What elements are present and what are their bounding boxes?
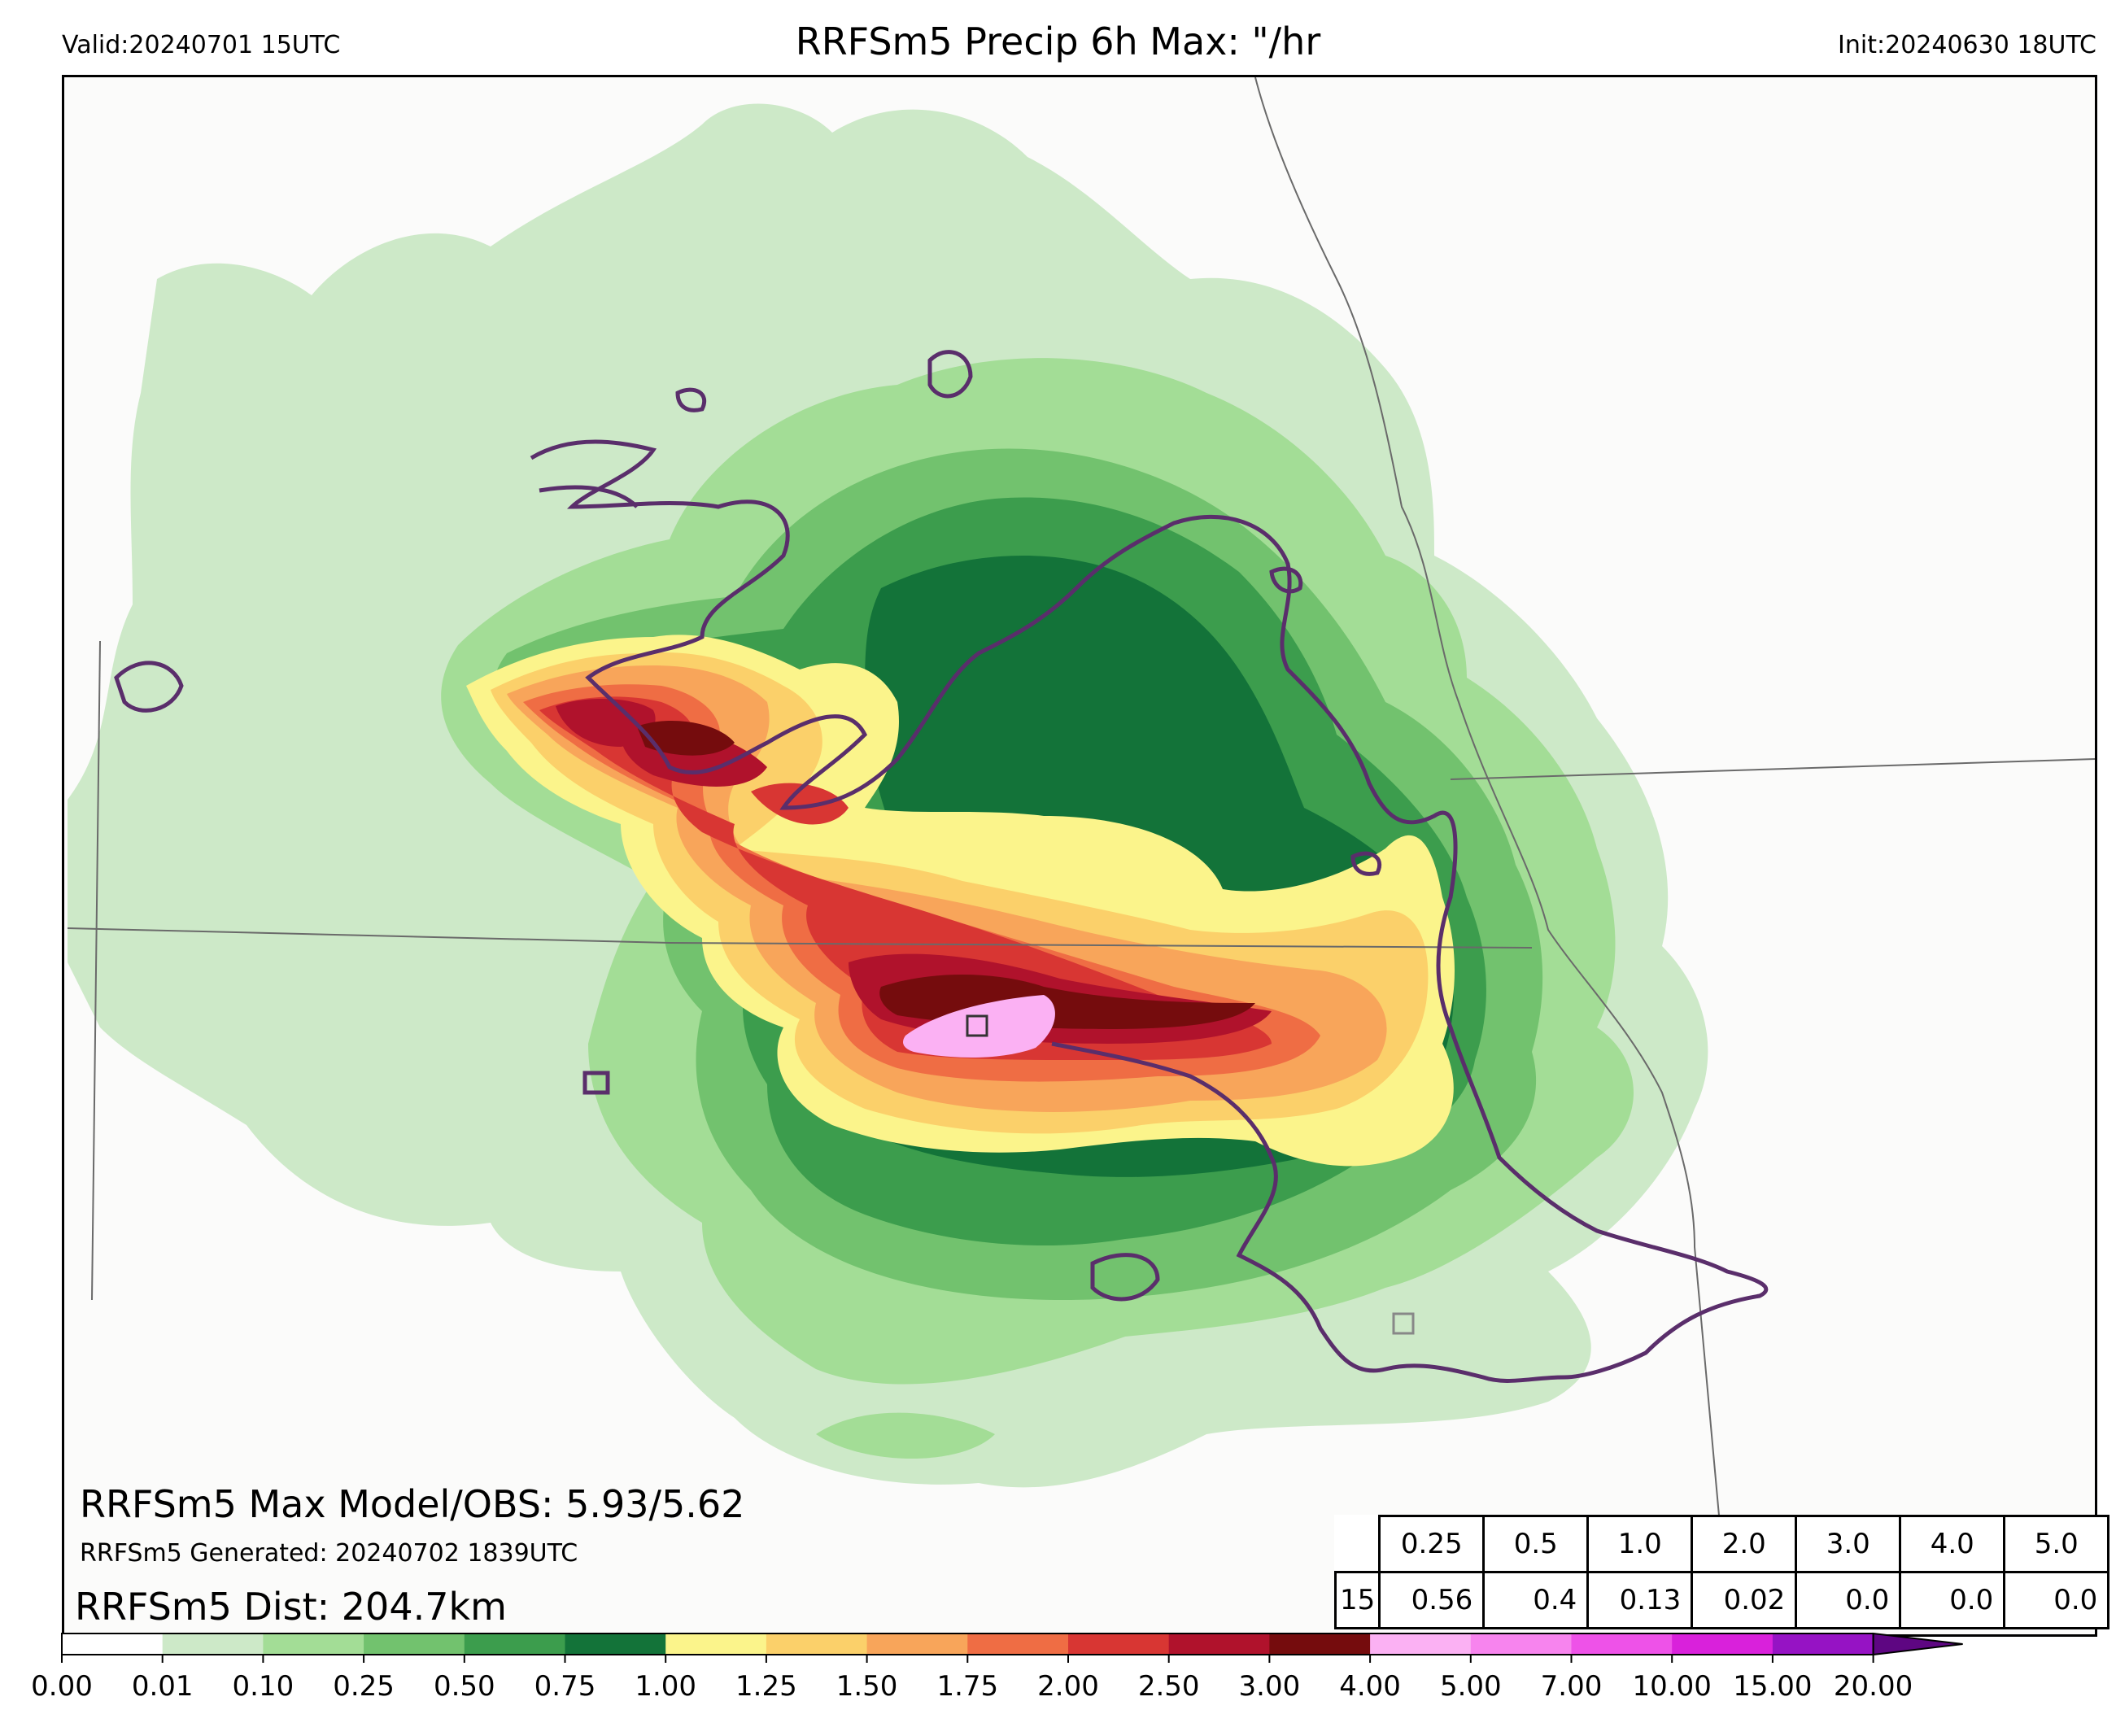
colorbar-tick-label: 0.50 bbox=[434, 1670, 495, 1703]
colorbar-tick-label: 4.00 bbox=[1339, 1670, 1401, 1703]
colorbar-tick-label: 1.25 bbox=[735, 1670, 797, 1703]
colorbar-segment bbox=[1672, 1633, 1774, 1655]
threshold-cell: 4.0 bbox=[1899, 1515, 2006, 1573]
precip-band-pink bbox=[903, 995, 1055, 1058]
distance-label: RRFSm5 Dist: 204.7km bbox=[75, 1585, 507, 1629]
value-cell: 0.13 bbox=[1586, 1571, 1694, 1629]
colorbar-tick-label: 20.00 bbox=[1834, 1670, 1913, 1703]
colorbar-segment bbox=[866, 1633, 968, 1655]
colorbar-segment bbox=[1269, 1633, 1371, 1655]
colorbar-tick-label: 1.00 bbox=[635, 1670, 696, 1703]
colorbar-segment bbox=[967, 1633, 1069, 1655]
colorbar-tick-label: 1.75 bbox=[936, 1670, 998, 1703]
precip-band-red bbox=[539, 696, 1272, 1060]
colorbar-tick-label: 1.50 bbox=[836, 1670, 898, 1703]
init-time: Init:20240630 18UTC bbox=[1838, 31, 2096, 59]
colorbar-tick-label: 15.00 bbox=[1733, 1670, 1812, 1703]
colorbar-segment bbox=[1571, 1633, 1673, 1655]
value-cell: 0.0 bbox=[2003, 1571, 2110, 1629]
colorbar-segment bbox=[1370, 1633, 1472, 1655]
value-row: 15 0.56 0.4 0.13 0.02 0.0 0.0 0.0 bbox=[1333, 1571, 2110, 1629]
threshold-header-row: 0.25 0.5 1.0 2.0 3.0 4.0 5.0 bbox=[1336, 1515, 2110, 1573]
colorbar-tick-label: 7.00 bbox=[1541, 1670, 1603, 1703]
colorbar-segment bbox=[162, 1633, 264, 1655]
row-label: 15 bbox=[1333, 1571, 1381, 1629]
plot-title: RRFSm5 Precip 6h Max: "/hr bbox=[795, 20, 1321, 63]
colorbar-segment bbox=[62, 1633, 164, 1655]
colorbar-tick-label: 5.00 bbox=[1440, 1670, 1502, 1703]
colorbar-segment bbox=[1068, 1633, 1170, 1655]
value-cell: 0.56 bbox=[1378, 1571, 1486, 1629]
colorbar-tick-label: 2.50 bbox=[1138, 1670, 1200, 1703]
colorbar-tick-label: 3.00 bbox=[1239, 1670, 1301, 1703]
valid-time: Valid:20240701 15UTC bbox=[62, 31, 341, 59]
colorbar-tick-label: 2.00 bbox=[1037, 1670, 1099, 1703]
colorbar-segment bbox=[766, 1633, 868, 1655]
colorbar-segment bbox=[1470, 1633, 1572, 1655]
colorbar-tick-label: 0.25 bbox=[333, 1670, 395, 1703]
colorbar-segment bbox=[665, 1633, 767, 1655]
colorbar-segment bbox=[464, 1633, 565, 1655]
max-model-obs-label: RRFSm5 Max Model/OBS: 5.93/5.62 bbox=[80, 1482, 745, 1526]
precip-field bbox=[67, 77, 2095, 1516]
threshold-cell: 0.25 bbox=[1378, 1515, 1486, 1573]
value-cell: 0.0 bbox=[1795, 1571, 1902, 1629]
model-max-marker bbox=[1392, 1312, 1415, 1335]
threshold-cell: 0.5 bbox=[1482, 1515, 1590, 1573]
precip-map bbox=[62, 75, 2097, 1637]
colorbar-segment bbox=[263, 1633, 364, 1655]
threshold-cell: 1.0 bbox=[1586, 1515, 1694, 1573]
colorbar-tick-label: 0.10 bbox=[233, 1670, 294, 1703]
threshold-cell: 5.0 bbox=[2003, 1515, 2110, 1573]
threshold-cell: 3.0 bbox=[1795, 1515, 1902, 1573]
colorbar: 0.00 0.01 0.10 0.25 0.50 0.75 1.00 1.25 1.50 1.75… bbox=[31, 1632, 1963, 1703]
colorbar-segment bbox=[364, 1633, 465, 1655]
obs-max-marker bbox=[966, 1014, 988, 1037]
generated-timestamp: RRFSm5 Generated: 20240702 1839UTC bbox=[80, 1539, 578, 1568]
colorbar-segment bbox=[1168, 1633, 1270, 1655]
colorbar-segment bbox=[1772, 1633, 1874, 1655]
table-corner bbox=[1336, 1516, 1380, 1572]
threshold-stats-table: 0.25 0.5 1.0 2.0 3.0 4.0 5.0 15 0.56 0.4… bbox=[1333, 1515, 2110, 1629]
state-boundaries bbox=[67, 77, 2095, 1516]
colorbar-extend-arrow bbox=[1872, 1632, 1963, 1656]
colorbar-tick-label: 0.01 bbox=[132, 1670, 194, 1703]
threshold-cell: 2.0 bbox=[1691, 1515, 1798, 1573]
colorbar-tick-label: 10.00 bbox=[1633, 1670, 1712, 1703]
value-cell: 0.4 bbox=[1482, 1571, 1590, 1629]
value-cell: 0.02 bbox=[1691, 1571, 1798, 1629]
colorbar-tick-label: 0.75 bbox=[534, 1670, 596, 1703]
colorbar-tick-label: 0.00 bbox=[31, 1670, 93, 1703]
obs-outline-contours bbox=[114, 350, 1769, 1383]
value-cell: 0.0 bbox=[1899, 1571, 2006, 1629]
colorbar-segment bbox=[565, 1633, 666, 1655]
